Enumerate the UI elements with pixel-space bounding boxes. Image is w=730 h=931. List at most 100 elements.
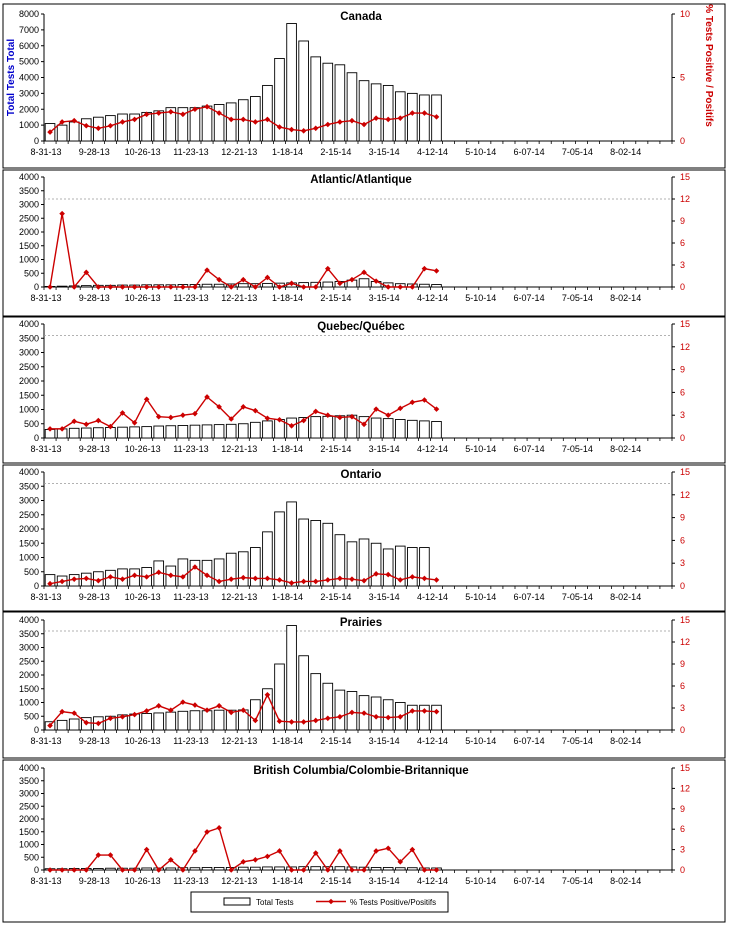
series-marker xyxy=(300,284,307,290)
panel-title: Prairies xyxy=(340,617,382,629)
series-marker xyxy=(107,284,114,290)
left-tick-label: 1000 xyxy=(19,553,39,563)
bar xyxy=(237,866,249,871)
series-marker xyxy=(373,115,379,121)
x-tick-label: 1-18-14 xyxy=(272,876,303,886)
series-marker xyxy=(83,575,90,582)
x-tick-label: 12-21-13 xyxy=(221,293,257,303)
bar xyxy=(189,867,201,871)
left-tick-label: 1500 xyxy=(19,684,39,694)
bar xyxy=(201,710,213,731)
bar xyxy=(250,96,261,142)
series-marker xyxy=(107,122,114,129)
series-marker xyxy=(119,284,126,290)
x-tick-label: 8-02-14 xyxy=(610,736,641,746)
series-marker xyxy=(252,857,259,863)
bar xyxy=(407,419,418,439)
right-tick-label: 12 xyxy=(680,490,690,500)
x-tick-label: 8-02-14 xyxy=(610,444,641,454)
right-tick-label: 6 xyxy=(680,238,685,248)
series-marker xyxy=(349,117,355,124)
bar xyxy=(262,531,273,587)
series-marker xyxy=(83,867,90,873)
series-marker xyxy=(168,572,174,579)
bar xyxy=(80,118,92,142)
bar xyxy=(382,84,394,142)
series-marker xyxy=(119,410,126,416)
series-marker xyxy=(83,122,90,129)
right-tick-label: 3 xyxy=(680,845,685,855)
series-marker xyxy=(95,417,102,424)
left-tick-label: 5000 xyxy=(19,57,39,67)
series-marker xyxy=(216,404,222,410)
legend-line-label: % Tests Positive/Positifs xyxy=(350,898,436,907)
right-tick-label: 15 xyxy=(680,467,690,477)
x-tick-label: 10-26-13 xyxy=(125,736,161,746)
left-tick-label: 0 xyxy=(34,433,39,443)
bar xyxy=(213,104,225,142)
left-tick-label: 500 xyxy=(24,268,39,278)
bar xyxy=(431,284,442,288)
series-line xyxy=(49,213,437,289)
x-tick-label: 4-12-14 xyxy=(417,592,448,602)
panel-title: British Columbia/Colombie-Britannique xyxy=(253,765,468,777)
bar xyxy=(310,56,322,142)
bar xyxy=(68,718,80,731)
left-tick-label: 8000 xyxy=(19,9,39,19)
x-tick-label: 4-12-14 xyxy=(417,736,448,746)
right-tick-label: 12 xyxy=(680,194,690,204)
bar xyxy=(286,501,297,587)
x-tick-label: 12-21-13 xyxy=(221,876,257,886)
series-marker xyxy=(337,714,343,720)
x-tick-label: 9-28-13 xyxy=(79,147,110,157)
bar xyxy=(407,704,418,731)
series-marker xyxy=(373,571,379,577)
right-tick-label: 0 xyxy=(680,282,685,292)
series-marker xyxy=(288,580,295,586)
right-tick-label: 3 xyxy=(680,703,685,713)
series-marker xyxy=(180,111,186,118)
right-tick-label: 6 xyxy=(680,681,685,691)
series-marker xyxy=(47,867,53,873)
series-marker xyxy=(312,284,319,290)
left-tick-label: 2500 xyxy=(19,510,39,520)
x-tick-label: 8-31-13 xyxy=(30,736,61,746)
series-marker xyxy=(228,116,234,123)
left-tick-label: 500 xyxy=(24,419,39,429)
series-marker xyxy=(168,857,174,863)
bar xyxy=(407,867,418,871)
series-marker xyxy=(180,284,186,290)
series-marker xyxy=(83,269,90,276)
series-marker xyxy=(433,406,440,412)
series-marker xyxy=(131,420,138,426)
bar xyxy=(262,420,273,439)
series-marker xyxy=(240,859,247,865)
left-tick-label: 3500 xyxy=(19,186,39,196)
x-tick-label: 7-05-14 xyxy=(562,293,593,303)
bar xyxy=(394,419,406,439)
bar xyxy=(250,421,261,439)
series-marker xyxy=(216,578,222,585)
bar xyxy=(117,426,128,439)
bar xyxy=(213,558,225,587)
bar xyxy=(419,547,430,587)
left-tick-label: 3500 xyxy=(19,481,39,491)
bar xyxy=(334,64,346,142)
x-tick-label: 11-23-13 xyxy=(173,876,208,886)
series-marker xyxy=(131,711,138,718)
series-marker xyxy=(397,859,404,865)
panel-title: Atlantic/Atlantique xyxy=(310,174,412,186)
series-marker xyxy=(385,284,391,290)
series-marker xyxy=(300,128,307,134)
series-marker xyxy=(143,708,150,714)
series-marker xyxy=(143,574,150,580)
panel-border xyxy=(2,316,726,464)
bar xyxy=(322,682,334,731)
series-marker xyxy=(312,125,319,132)
x-tick-label: 5-10-14 xyxy=(465,736,496,746)
series-marker xyxy=(95,720,102,727)
panel-6: 0 500 1000 1500 2000 2500 3000 3500 4000 0 3 6 9 12 15… xyxy=(2,759,726,923)
bar xyxy=(358,278,370,288)
series-marker xyxy=(59,210,65,217)
x-tick-label: 5-10-14 xyxy=(465,444,496,454)
